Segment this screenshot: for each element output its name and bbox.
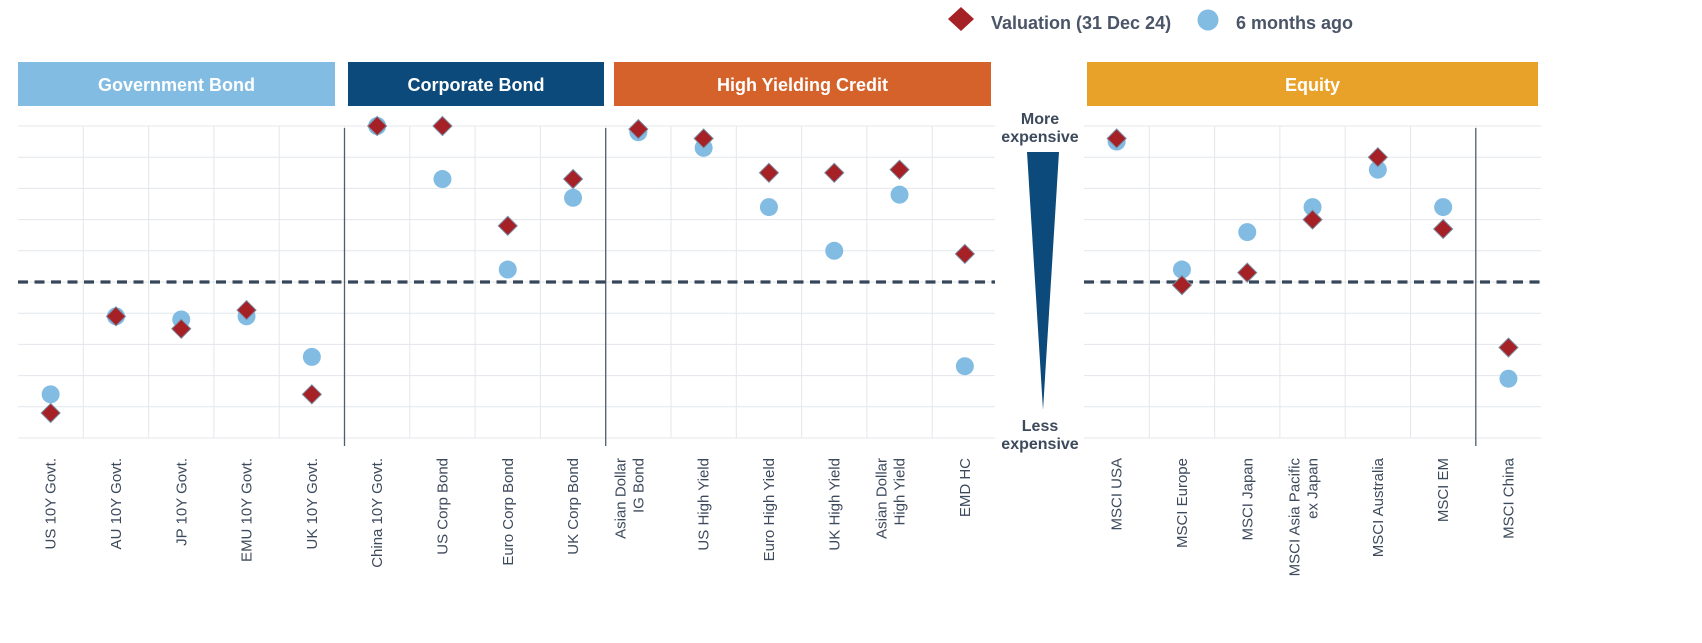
point-valuation-msci-em — [1432, 218, 1454, 240]
point-valuation-uk-10y-govt — [301, 384, 323, 405]
tick-label-msci-europe: MSCI Europe — [1174, 458, 1191, 548]
tick-label-jp-10y-govt: JP 10Y Govt. — [173, 458, 190, 546]
point-valuation-asian-dollar-ig-bond — [628, 118, 649, 140]
tick-label-msci-asia-pacific-ex-japan: MSCI Asia Pacificex Japan — [1287, 458, 1322, 577]
header-label-equity: Equity — [1285, 75, 1340, 95]
point-valuation-msci-japan — [1237, 262, 1258, 283]
point-6m-euro-corp-bond — [498, 260, 517, 279]
tick-label-us-corp-bond: US Corp Bond — [434, 458, 451, 555]
point-valuation-euro-high-yield — [758, 162, 780, 184]
chart-legend: Valuation (31 Dec 24) 6 months ago — [948, 7, 1353, 33]
point-valuation-asian-dollar-high-yield — [889, 159, 910, 180]
point-valuation-us-corp-bond — [432, 115, 453, 137]
point-6m-uk-corp-bond — [564, 188, 583, 207]
scale-bottom-label: expensive — [1001, 436, 1078, 453]
tick-label-uk-high-yield: UK High Yield — [826, 458, 843, 551]
header-equity — [1087, 62, 1538, 106]
group-dividers — [343, 128, 1477, 446]
header-government-bond — [18, 62, 335, 106]
header-corporate-bond — [348, 62, 604, 106]
tick-label-asian-dollar-ig-bond: Asian DollarIG Bond — [612, 458, 647, 539]
point-valuation-msci-asia-pacific-ex-japan — [1302, 209, 1323, 230]
tick-label-msci-em: MSCI EM — [1435, 458, 1452, 522]
point-6m-us-corp-bond — [433, 170, 452, 189]
point-valuation-msci-australia — [1367, 146, 1389, 168]
point-6m-us-10y-govt — [41, 385, 60, 404]
point-valuation-msci-europe — [1171, 274, 1193, 296]
point-valuation-emu-10y-govt — [236, 299, 257, 321]
tick-label-uk-corp-bond: UK Corp Bond — [565, 458, 582, 555]
legend-label-6-months-ago: 6 months ago — [1236, 13, 1353, 33]
point-valuation-china-10y-govt — [366, 115, 388, 137]
tick-label-au-10y-govt: AU 10Y Govt. — [108, 458, 125, 549]
point-valuation-msci-usa — [1106, 128, 1127, 149]
point-6m-uk-10y-govt — [302, 347, 321, 366]
point-valuation-us-high-yield — [693, 128, 714, 149]
header-label-high-yielding-credit: High Yielding Credit — [717, 75, 888, 95]
point-valuation-uk-corp-bond — [562, 168, 584, 190]
data-points — [40, 115, 1519, 424]
legend-circle-icon — [1197, 9, 1219, 31]
point-valuation-emd-hc — [954, 243, 976, 265]
legend-diamond-icon — [948, 7, 974, 31]
point-6m-asian-dollar-high-yield — [890, 185, 909, 204]
point-6m-msci-china — [1499, 369, 1518, 388]
tick-label-euro-corp-bond: Euro Corp Bond — [500, 458, 517, 566]
point-valuation-au-10y-govt — [105, 306, 127, 327]
tick-label-china-10y-govt: China 10Y Govt. — [369, 458, 386, 568]
tick-label-us-high-yield: US High Yield — [696, 458, 713, 551]
legend-label-valuation-31-dec-24: Valuation (31 Dec 24) — [991, 13, 1171, 33]
header-label-government-bond: Government Bond — [98, 75, 255, 95]
scale-bottom-label: Less — [1022, 418, 1059, 435]
point-valuation-jp-10y-govt — [171, 318, 192, 340]
tick-label-msci-australia: MSCI Australia — [1370, 457, 1387, 557]
point-6m-emd-hc — [955, 357, 974, 376]
point-6m-msci-europe — [1172, 260, 1191, 279]
expensive-wedge — [1027, 152, 1059, 410]
tick-label-msci-usa: MSCI USA — [1109, 458, 1126, 531]
point-6m-msci-em — [1434, 198, 1453, 217]
point-6m-msci-asia-pacific-ex-japan — [1303, 198, 1322, 217]
tick-label-emd-hc: EMD HC — [957, 458, 974, 517]
tick-label-us-10y-govt: US 10Y Govt. — [43, 458, 60, 549]
tick-label-euro-high-yield: Euro High Yield — [761, 458, 778, 561]
point-6m-euro-high-yield — [759, 198, 778, 217]
tick-label-msci-china: MSCI China — [1500, 457, 1517, 539]
point-6m-msci-australia — [1368, 160, 1387, 179]
point-valuation-msci-china — [1498, 337, 1519, 358]
tick-label-emu-10y-govt: EMU 10Y Govt. — [239, 458, 256, 562]
point-valuation-us-10y-govt — [40, 402, 61, 424]
tick-label-asian-dollar-high-yield: Asian DollarHigh Yield — [874, 458, 909, 539]
point-6m-msci-japan — [1238, 223, 1257, 242]
tick-label-msci-japan: MSCI Japan — [1239, 458, 1256, 541]
point-valuation-uk-high-yield — [824, 162, 845, 184]
scale-top-label: expensive — [1001, 129, 1078, 146]
tick-label-uk-10y-govt: UK 10Y Govt. — [304, 458, 321, 549]
point-valuation-euro-corp-bond — [497, 215, 518, 237]
header-high-yielding-credit — [614, 62, 991, 106]
category-headers: Government Bond Corporate Bond High Yieldi… — [18, 62, 1538, 106]
scale-top-label: More — [1021, 111, 1059, 128]
point-6m-uk-high-yield — [825, 241, 844, 260]
header-label-corporate-bond: Corporate Bond — [408, 75, 545, 95]
x-tick-labels: US 10Y Govt. AU 10Y Govt. JP 10Y Govt. EMU … — [43, 457, 1518, 576]
